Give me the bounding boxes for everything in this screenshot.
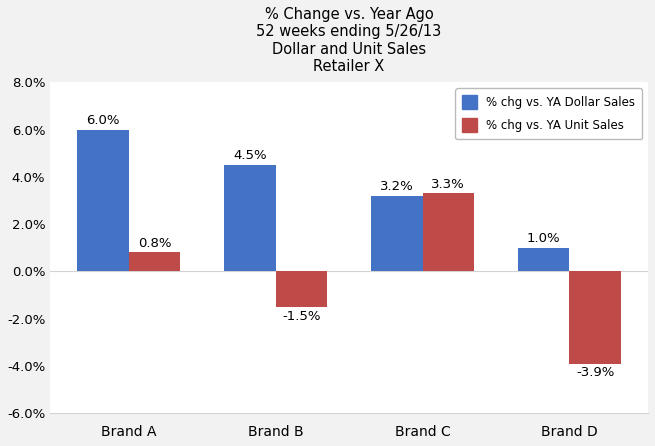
Bar (422, 194, 474, 272)
Title: % Change vs. Year Ago
52 weeks ending 5/26/13
Dollar and Unit Sales
Retailer X: % Change vs. Year Ago 52 weeks ending 5/… (257, 7, 441, 74)
Bar (129, 252, 180, 272)
Text: 6.0%: 6.0% (86, 114, 120, 127)
Text: 0.8%: 0.8% (138, 237, 171, 250)
Text: 3.3%: 3.3% (432, 178, 465, 190)
Bar (371, 196, 422, 272)
Bar (224, 165, 276, 272)
Text: 4.5%: 4.5% (233, 149, 267, 162)
Legend: % chg vs. YA Dollar Sales, % chg vs. YA Unit Sales: % chg vs. YA Dollar Sales, % chg vs. YA … (455, 88, 642, 139)
Text: -3.9%: -3.9% (576, 367, 614, 380)
Bar (569, 272, 621, 363)
Text: -1.5%: -1.5% (282, 310, 321, 323)
Bar (77, 129, 129, 272)
Bar (518, 248, 569, 272)
Bar (276, 272, 327, 307)
Text: 3.2%: 3.2% (380, 180, 414, 193)
Text: 1.0%: 1.0% (527, 232, 561, 245)
